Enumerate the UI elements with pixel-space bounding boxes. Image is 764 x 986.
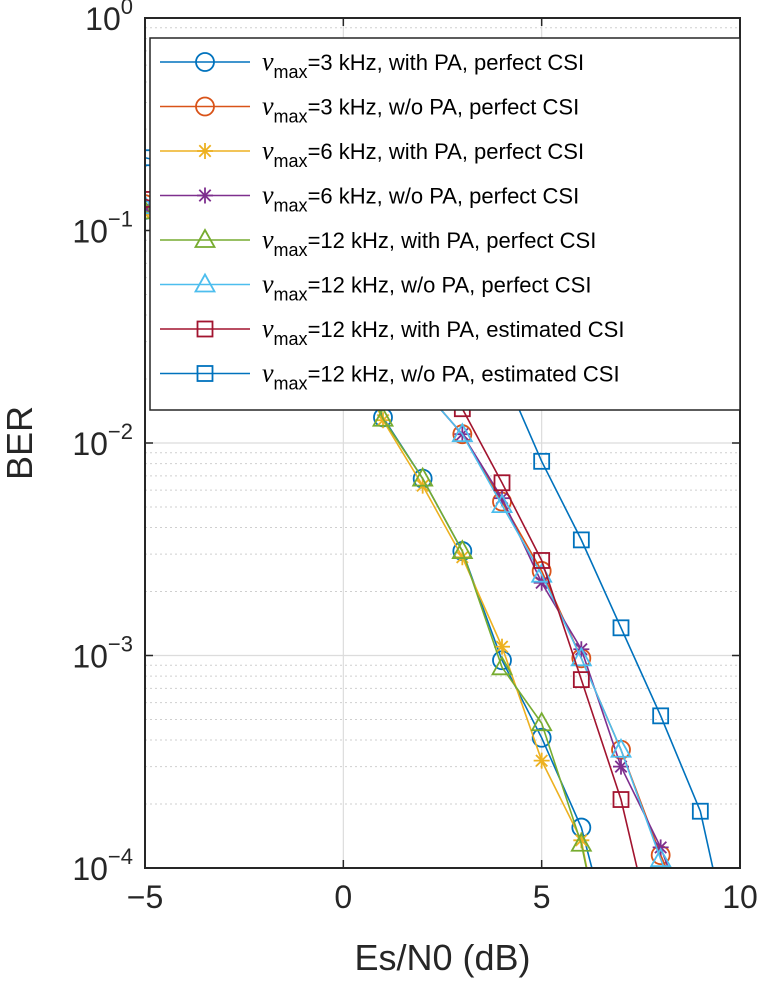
data-point [570,646,593,667]
x-tick-label: 0 [334,879,352,915]
data-point [572,671,590,689]
legend-item: νmax=3 kHz, w/o PA, perfect CSI [160,92,579,127]
legend-item: νmax=3 kHz, with PA, perfect CSI [160,47,584,82]
x-tick-label: 5 [533,879,551,915]
data-point [490,493,514,514]
data-point [493,474,511,492]
legend-label: νmax=12 kHz, w/o PA, perfect CSI [262,270,591,305]
x-tick-label: 10 [722,879,758,915]
legend-label: νmax=6 kHz, w/o PA, perfect CSI [262,181,579,216]
x-tick-label: −5 [127,879,163,915]
data-point [533,752,550,769]
y-tick-label: 10−2 [72,419,133,462]
data-point [451,539,474,559]
y-tick-label: 100 [85,0,133,37]
legend-marker [196,320,214,338]
data-point [490,655,514,676]
axis-ticks: −5 0 5 10 100 10−1 10−2 10−3 10−4 [72,0,757,915]
legend-item: νmax=12 kHz, w/o PA, perfect CSI [160,270,591,305]
legend-marker [195,96,215,117]
legend-label: νmax=3 kHz, w/o PA, perfect CSI [262,92,579,127]
legend-marker [197,143,213,159]
data-point [411,466,434,487]
data-point [691,802,709,820]
legend-item: νmax=6 kHz, with PA, perfect CSI [160,136,584,171]
legend-item: νmax=6 kHz, w/o PA, perfect CSI [160,181,579,216]
legend-item: νmax=12 kHz, with PA, perfect CSI [160,225,596,260]
legend-label: νmax=3 kHz, with PA, perfect CSI [262,47,584,82]
y-tick-label: 10−4 [72,844,133,887]
legend-marker [193,272,217,293]
data-point [451,422,474,443]
data-point [570,831,593,852]
data-point [612,791,630,808]
legend-item: νmax=12 kHz, with PA, estimated CSI [160,314,624,349]
legend-label: νmax=12 kHz, with PA, estimated CSI [262,314,624,349]
y-tick-label: 10−3 [72,632,133,675]
data-point [649,847,672,868]
legend-item: νmax=12 kHz, w/o PA, estimated CSI [160,359,620,394]
y-axis-label: BER [0,406,40,480]
data-point [533,452,551,470]
legend-label: νmax=6 kHz, with PA, perfect CSI [262,136,584,171]
legend-box [149,37,741,411]
data-point [494,638,510,655]
legend: νmax=3 kHz, with PA, perfect CSI νmax=3 k… [149,37,741,411]
y-tick-label: 10−1 [72,207,133,250]
legend-label: νmax=12 kHz, w/o PA, estimated CSI [262,359,620,394]
data-point [612,619,630,637]
legend-marker [197,187,213,204]
data-point [533,552,551,569]
legend-label: νmax=12 kHz, with PA, perfect CSI [262,225,596,260]
data-point [371,406,395,427]
data-point [652,707,670,725]
data-point [533,574,550,591]
legend-marker [196,365,214,382]
data-point [572,531,590,549]
x-axis-label: Es/N0 (dB) [354,937,530,978]
data-point [609,737,633,758]
legend-marker [195,52,215,72]
legend-marker [193,228,217,248]
data-point [531,727,552,748]
data-point [530,711,553,732]
